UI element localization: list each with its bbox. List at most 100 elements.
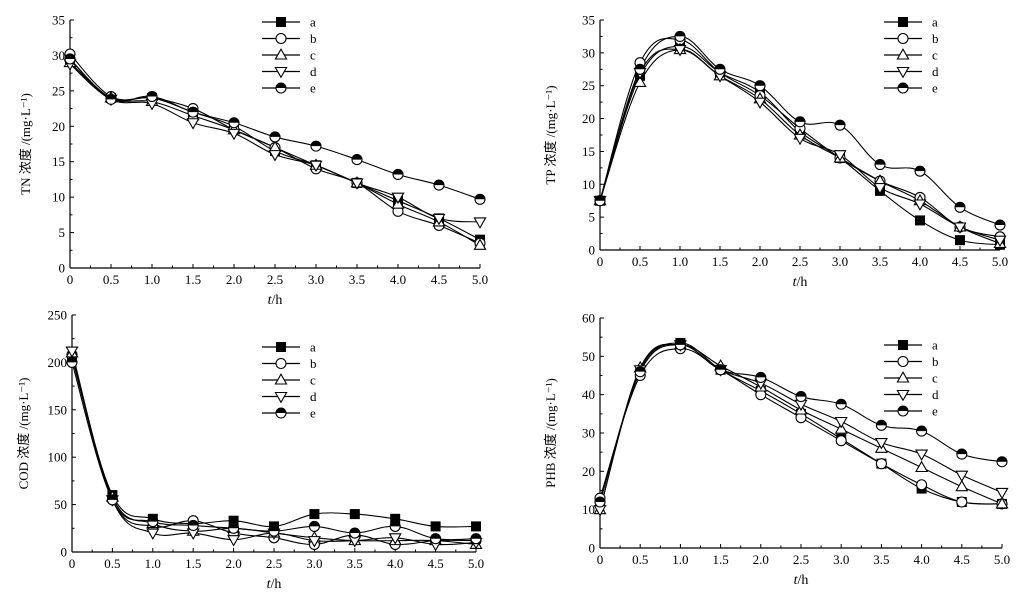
series-d-point xyxy=(388,533,402,545)
x-tick-label: 1.5 xyxy=(712,254,728,269)
x-tick-label: 1.0 xyxy=(672,254,688,269)
series-d-point xyxy=(350,178,364,190)
series-e-point xyxy=(105,93,117,105)
y-tick-label: 25 xyxy=(52,83,65,98)
series-c-point xyxy=(995,497,1009,509)
series-c-point xyxy=(955,479,969,492)
series-e-point xyxy=(594,195,606,207)
series-d-point xyxy=(307,536,321,548)
legend-label-b: b xyxy=(310,31,317,46)
series-d-point xyxy=(309,160,323,173)
series-b-line xyxy=(599,37,1001,238)
chart-4: 0 10 20 30 40 50 60 0 0.5 1.0 1.5 2.0 2.5 3.0 3.5 4.0 4.… xyxy=(543,311,1010,589)
y-tick-label: 30 xyxy=(52,48,65,63)
legend-label-b: b xyxy=(310,356,317,371)
legend-marker-d xyxy=(274,391,288,404)
y-tick-label: 40 xyxy=(582,387,595,402)
series-d-line xyxy=(71,350,477,546)
series-d-point xyxy=(227,128,241,141)
x-tick-label: 3.0 xyxy=(833,552,849,567)
series-d-point xyxy=(186,118,200,130)
legend-marker-b xyxy=(897,355,909,368)
series-e-point xyxy=(187,106,199,118)
legend-marker-a xyxy=(898,340,908,350)
legend-label-a: a xyxy=(310,340,316,355)
y-tick-label: 250 xyxy=(48,308,68,323)
series-e-point xyxy=(64,53,76,65)
y-tick-label: 20 xyxy=(582,111,595,126)
series-d-point xyxy=(955,470,969,483)
series-d-point xyxy=(913,199,927,211)
x-tick-label: 2.5 xyxy=(792,254,808,269)
legend-label-b: b xyxy=(932,31,939,46)
series-e-point xyxy=(433,179,445,191)
series-e-point xyxy=(310,140,322,152)
x-tick-label: 4.5 xyxy=(954,552,970,567)
series-d-line xyxy=(599,344,1003,510)
y-tick-label: 0 xyxy=(589,541,596,556)
series-e-point xyxy=(430,533,442,545)
x-tick-label: 0.5 xyxy=(103,272,119,287)
series-d-point xyxy=(391,192,405,205)
legend-marker-d xyxy=(274,66,288,79)
series-d-point xyxy=(227,535,241,547)
y-tick-label: 15 xyxy=(582,144,595,159)
series-e-point xyxy=(874,159,886,171)
x-tick-label: 0.5 xyxy=(632,552,648,567)
series-a-point xyxy=(349,509,360,520)
y-tick-label: 30 xyxy=(582,45,595,60)
x-tick-label: 2.0 xyxy=(753,552,769,567)
x-tick-label: 4.5 xyxy=(431,272,447,287)
series-e-point xyxy=(349,527,361,539)
series-e-point xyxy=(954,201,966,213)
series-d-point xyxy=(953,222,967,234)
x-tick-label: 3.0 xyxy=(308,272,324,287)
legend-marker-e xyxy=(897,405,909,417)
series-a-point xyxy=(955,235,965,246)
series-d-point xyxy=(473,217,487,229)
series-d-point xyxy=(874,438,888,450)
x-tick-label: 0 xyxy=(69,556,76,571)
x-tick-label: 5.0 xyxy=(994,552,1010,567)
x-tick-label: 1.5 xyxy=(185,272,201,287)
legend-label-c: c xyxy=(310,373,316,388)
x-tick-label: 4.0 xyxy=(912,254,928,269)
legend-marker-b xyxy=(275,357,287,370)
series-d-point xyxy=(995,487,1009,500)
series-d-point xyxy=(65,346,79,358)
x-tick-label: 5.0 xyxy=(472,272,488,287)
y-tick-label: 0 xyxy=(59,261,66,276)
x-tick-label: 2.5 xyxy=(267,272,283,287)
x-tick-label: 4.0 xyxy=(913,552,929,567)
legend-label-d: d xyxy=(932,64,939,79)
x-tick-label: 0.5 xyxy=(632,254,648,269)
x-tick-label: 3.5 xyxy=(873,552,889,567)
series-e-point xyxy=(228,522,240,534)
y-tick-label: 200 xyxy=(48,355,68,370)
x-tick-label: 1.5 xyxy=(712,552,728,567)
y-axis-label: TN 浓度 /(mg·L⁻¹) xyxy=(18,93,33,195)
series-d-point xyxy=(268,150,282,162)
series-b-point xyxy=(916,479,928,491)
series-e-point xyxy=(187,519,199,532)
x-tick-label: 0.5 xyxy=(104,556,120,571)
x-axis-label: t/h xyxy=(267,577,282,592)
series-a-line xyxy=(599,45,1001,246)
series-e-point xyxy=(715,364,727,376)
y-tick-label: 60 xyxy=(582,311,595,326)
y-tick-label: 35 xyxy=(582,13,595,28)
series-e-point xyxy=(916,425,928,437)
series-c-line xyxy=(599,49,1001,244)
series-e-point xyxy=(147,516,159,528)
legend-marker-c xyxy=(896,371,910,383)
chart-1: 0 5 10 15 20 25 30 35 0 0.5 1.0 1.5 2.0 2.5 3.0 3.5 4.0 4… xyxy=(18,13,488,309)
series-a-point xyxy=(430,521,441,532)
chart-3: 0 50 100 150 200 250 0 0.5 1.0 1.5 2.0 2.5 3.0 3.5 4.0… xyxy=(16,308,484,593)
x-tick-label: 2.0 xyxy=(225,556,241,571)
series-d-point xyxy=(833,150,847,162)
series-e-point xyxy=(634,366,646,378)
y-tick-label: 150 xyxy=(48,402,68,417)
series-e-line xyxy=(69,58,481,200)
legend-label-c: c xyxy=(932,48,938,63)
legend-marker-e xyxy=(275,407,287,419)
